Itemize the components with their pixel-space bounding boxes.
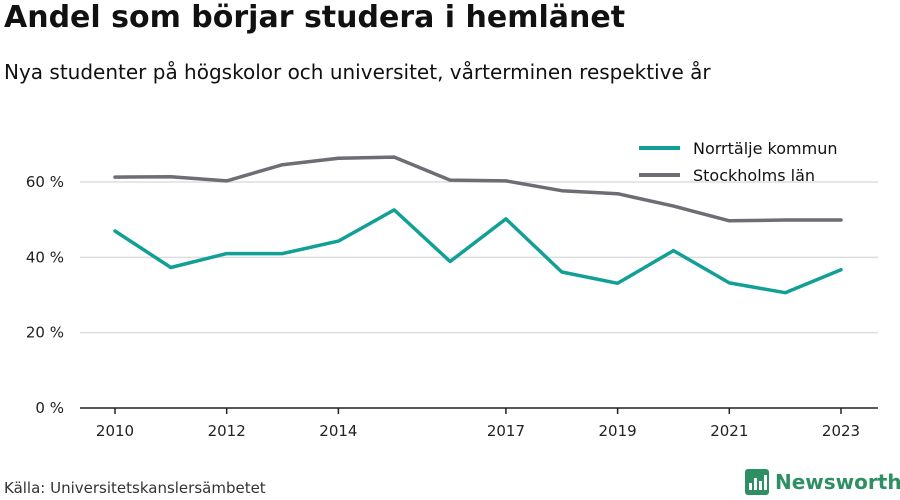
x-tick-label: 2017 bbox=[487, 422, 525, 440]
series-line bbox=[113, 155, 843, 223]
gridlines bbox=[80, 181, 878, 334]
x-tick-label: 2014 bbox=[319, 422, 357, 440]
x-tick-label: 2021 bbox=[710, 422, 748, 440]
chart-subtitle: Nya studenter på högskolor och universit… bbox=[4, 60, 711, 84]
legend-label: Stockholms län bbox=[693, 166, 815, 185]
x-tick-label: 2012 bbox=[208, 422, 246, 440]
series-line bbox=[113, 208, 843, 295]
y-tick-label: 20 % bbox=[26, 324, 64, 342]
bar-chart-icon bbox=[745, 469, 769, 495]
y-axis-ticks: 0 % 20 % 40 % 60 % bbox=[26, 173, 64, 417]
brand[interactable]: Newsworthy bbox=[745, 469, 900, 495]
legend: Norrtälje kommun Stockholms län bbox=[639, 139, 837, 185]
brand-name: Newsworthy bbox=[775, 470, 900, 494]
x-tick-label: 2023 bbox=[822, 422, 860, 440]
x-tick-label: 2010 bbox=[96, 422, 134, 440]
y-tick-label: 0 % bbox=[35, 399, 64, 417]
y-tick-label: 40 % bbox=[26, 248, 64, 266]
x-tick-label: 2019 bbox=[599, 422, 637, 440]
x-axis: 2010 2012 2014 2017 2019 2021 2023 bbox=[80, 407, 878, 440]
y-tick-label: 60 % bbox=[26, 173, 64, 191]
chart-title: Andel som börjar studera i hemlänet bbox=[4, 0, 626, 35]
source-note: Källa: Universitetskanslersämbetet bbox=[4, 479, 266, 497]
legend-label: Norrtälje kommun bbox=[693, 139, 837, 158]
series-lines bbox=[113, 155, 843, 295]
